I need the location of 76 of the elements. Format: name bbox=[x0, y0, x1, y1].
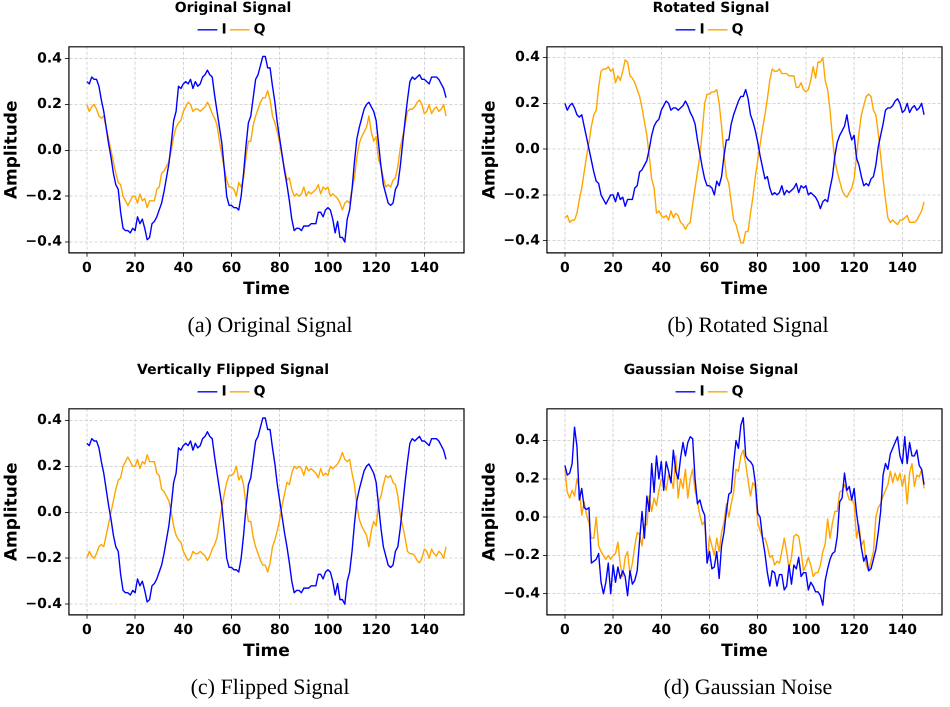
y-tick-label: −0.4 bbox=[503, 585, 540, 602]
y-tick-label: 0.2 bbox=[515, 470, 540, 487]
y-tick-label: −0.2 bbox=[25, 188, 62, 204]
x-tick-label: 120 bbox=[362, 622, 392, 638]
x-axis-title: Time bbox=[721, 641, 768, 662]
x-tick-label: 60 bbox=[222, 622, 242, 638]
chart-title: Gaussian Noise Signal bbox=[624, 362, 798, 378]
y-axis-title: Amplitude bbox=[2, 462, 22, 562]
x-tick-label: 80 bbox=[270, 622, 290, 638]
x-tick-label: 40 bbox=[652, 622, 672, 638]
legend-label: Q bbox=[732, 383, 744, 400]
y-tick-label: 0.0 bbox=[515, 508, 540, 525]
x-tick-label: 120 bbox=[840, 260, 870, 276]
legend-label: Q bbox=[254, 21, 266, 38]
legend-label: Q bbox=[254, 383, 266, 400]
y-tick-label: 0.0 bbox=[37, 504, 62, 520]
x-tick-label: 140 bbox=[410, 622, 440, 638]
y-axis-title: Amplitude bbox=[480, 100, 500, 200]
legend-label: I bbox=[699, 21, 705, 38]
x-tick-label: 140 bbox=[888, 622, 918, 638]
y-tick-label: 0.4 bbox=[37, 50, 62, 66]
text: (c) Flipped Signal bbox=[190, 674, 350, 700]
x-tick-label: 60 bbox=[700, 260, 720, 276]
x-tick-label: 80 bbox=[270, 260, 290, 276]
x-tick-label: 80 bbox=[748, 622, 768, 638]
y-tick-label: −0.4 bbox=[25, 234, 62, 250]
y-axis-title: Amplitude bbox=[2, 100, 22, 200]
y-tick-label: −0.4 bbox=[503, 232, 540, 248]
x-tick-label: 120 bbox=[840, 622, 870, 638]
chart-title: Vertically Flipped Signal bbox=[136, 362, 330, 378]
text: (b) Rotated Signal bbox=[666, 312, 830, 338]
x-tick-label: 0 bbox=[560, 260, 570, 276]
x-tick-label: 40 bbox=[174, 622, 194, 638]
chart-title: Rotated Signal bbox=[652, 0, 770, 16]
x-tick-label: 100 bbox=[791, 622, 821, 638]
x-axis-title: Time bbox=[721, 279, 768, 300]
x-tick-label: 60 bbox=[222, 260, 242, 276]
x-axis-title: Time bbox=[243, 641, 290, 662]
x-tick-label: 140 bbox=[888, 260, 918, 276]
x-tick-label: 100 bbox=[313, 622, 343, 638]
y-tick-label: −0.4 bbox=[25, 596, 62, 612]
y-tick-label: 0.0 bbox=[37, 142, 62, 158]
y-tick-label: −0.2 bbox=[503, 186, 540, 203]
y-tick-label: −0.2 bbox=[25, 550, 62, 566]
y-tick-label: 0.2 bbox=[37, 96, 62, 112]
x-tick-label: 80 bbox=[748, 260, 768, 276]
legend-label: I bbox=[221, 21, 227, 38]
x-tick-label: 20 bbox=[125, 260, 146, 276]
x-tick-label: 140 bbox=[410, 260, 440, 276]
chart-title: Original Signal bbox=[174, 0, 292, 16]
legend-label: I bbox=[221, 383, 227, 400]
x-tick-label: 20 bbox=[603, 260, 624, 276]
x-tick-label: 120 bbox=[362, 260, 392, 276]
y-tick-label: 0.4 bbox=[515, 432, 540, 448]
legend-label: I bbox=[699, 383, 705, 400]
y-tick-label: 0.4 bbox=[515, 49, 540, 66]
x-tick-label: 60 bbox=[700, 622, 720, 638]
x-tick-label: 0 bbox=[82, 622, 92, 638]
y-tick-label: 0.0 bbox=[515, 140, 540, 157]
y-tick-label: −0.2 bbox=[503, 547, 540, 564]
text: (a) Original Signal bbox=[186, 312, 354, 338]
y-axis-title: Amplitude bbox=[480, 462, 500, 562]
y-tick-label: 0.2 bbox=[37, 458, 62, 474]
x-tick-label: 20 bbox=[125, 622, 146, 638]
x-axis-title: Time bbox=[243, 279, 290, 300]
legend-label: Q bbox=[732, 21, 744, 38]
x-tick-label: 40 bbox=[652, 260, 672, 276]
x-tick-label: 0 bbox=[560, 622, 570, 638]
x-tick-label: 40 bbox=[174, 260, 194, 276]
x-tick-label: 0 bbox=[82, 260, 92, 276]
text: (d) Gaussian Noise bbox=[662, 674, 834, 700]
y-tick-label: 0.2 bbox=[515, 94, 540, 111]
x-tick-label: 100 bbox=[313, 260, 343, 276]
x-tick-label: 100 bbox=[791, 260, 821, 276]
x-tick-label: 20 bbox=[603, 622, 624, 638]
y-tick-label: 0.4 bbox=[37, 412, 62, 428]
